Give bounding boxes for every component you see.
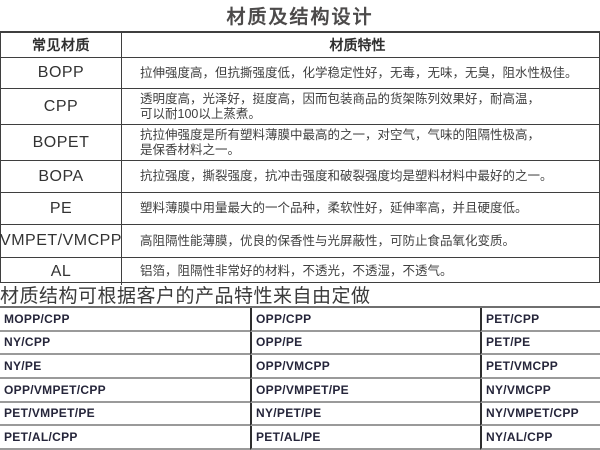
table-row-cpp: CPP 透明度高，光泽好，挺度高，因而包装商品的货架陈列效果好，耐高温， 可以耐…: [1, 89, 599, 125]
table-row-bopa: BOPA 抗拉强度，撕裂强度，抗冲击强度和破裂强度均是塑料材料中最好的之一。: [1, 161, 599, 193]
structure-cell: PET/AL/CPP: [0, 426, 250, 450]
structure-cell: NY/VMCPP: [480, 378, 600, 403]
structure-cell: NY/VMPET/CPP: [480, 402, 600, 427]
structure-cell: PET/CPP: [480, 308, 600, 332]
page-title: 材质及结构设计: [226, 7, 374, 28]
material-name: BOPET: [1, 125, 122, 160]
table-row-pe: PE 塑料薄膜中用量最大的一个品种，柔软性好，延伸率高，并且硬度低。: [1, 193, 599, 225]
structure-cell: PET/VMCPP: [480, 355, 600, 379]
table-row-al: AL 铝箔，阻隔性非常好的材料，不透光，不透湿，不透气。: [1, 258, 599, 285]
structure-cell: PET/VMPET/PE: [0, 403, 250, 427]
structure-cell: MOPP/CPP: [0, 308, 250, 332]
material-name: VMPET/VMCPP: [0, 225, 122, 257]
customization-note: 材质结构可根据客户的产品特性来自由定做: [0, 286, 371, 307]
structure-cell: OPP/VMPET/PE: [250, 378, 480, 403]
header-common-materials: 常见材质: [1, 33, 122, 57]
material-name: CPP: [1, 89, 122, 124]
material-name: BOPP: [1, 58, 122, 88]
table-row-bopet: BOPET 抗拉伸强度是所有塑料薄膜中最高的之一，对空气，气味的阻隔性极高， 是…: [1, 125, 599, 161]
material-property: 塑料薄膜中用量最大的一个品种，柔软性好，延伸率高，并且硬度低。: [140, 201, 528, 215]
structure-cell: PET/AL/PE: [250, 426, 480, 450]
material-properties-table: 常见材质 材质特性 BOPP 拉伸强度高，但抗撕强度低，化学稳定性好，无毒，无味…: [0, 31, 600, 285]
material-property: 拉伸强度高，但抗撕强度低，化学稳定性好，无毒，无味，无臭，阻水性极佳。: [140, 65, 578, 80]
material-property: 高阻隔性能薄膜，优良的保香性与光屏蔽性，可防止食品氧化变质。: [140, 233, 516, 248]
table-header-row: 常见材质 材质特性: [1, 33, 599, 58]
material-name: AL: [1, 258, 122, 285]
material-property: 透明度高，光泽好，挺度高，因而包装商品的货架陈列效果好，耐高温， 可以耐100以…: [140, 91, 541, 121]
structure-cell: NY/AL/CPP: [480, 426, 600, 450]
structure-cell: PET/PE: [480, 331, 600, 356]
material-property: 铝箔，阻隔性非常好的材料，不透光，不透湿，不透气。: [140, 264, 453, 278]
header-material-properties: 材质特性: [329, 36, 386, 53]
structure-cell: OPP/CPP: [250, 308, 480, 332]
material-name: PE: [1, 193, 122, 224]
structure-cell: OPP/VMPET/CPP: [0, 379, 250, 403]
structure-cell: NY/CPP: [0, 332, 250, 356]
table-row-vmpet-vmcpp: VMPET/VMCPP 高阻隔性能薄膜，优良的保香性与光屏蔽性，可防止食品氧化变…: [0, 225, 599, 258]
material-property: 抗拉伸强度是所有塑料薄膜中最高的之一，对空气，气味的阻隔性极高， 是保香材料之一…: [140, 127, 541, 157]
material-property: 抗拉强度，撕裂强度，抗冲击强度和破裂强度均是塑料材料中最好的之一。: [140, 169, 553, 183]
structure-cell: OPP/VMCPP: [250, 355, 480, 379]
structure-cell: OPP/PE: [250, 331, 480, 356]
structure-cell: NY/PE: [0, 355, 250, 379]
material-name: BOPA: [1, 161, 122, 192]
structure-combinations-table: MOPP/CPP NY/CPP NY/PE OPP/VMPET/CPP PET/…: [0, 306, 600, 450]
structure-cell: NY/PET/PE: [250, 402, 480, 427]
table-row-bopp: BOPP 拉伸强度高，但抗撕强度低，化学稳定性好，无毒，无味，无臭，阻水性极佳。: [1, 58, 599, 89]
